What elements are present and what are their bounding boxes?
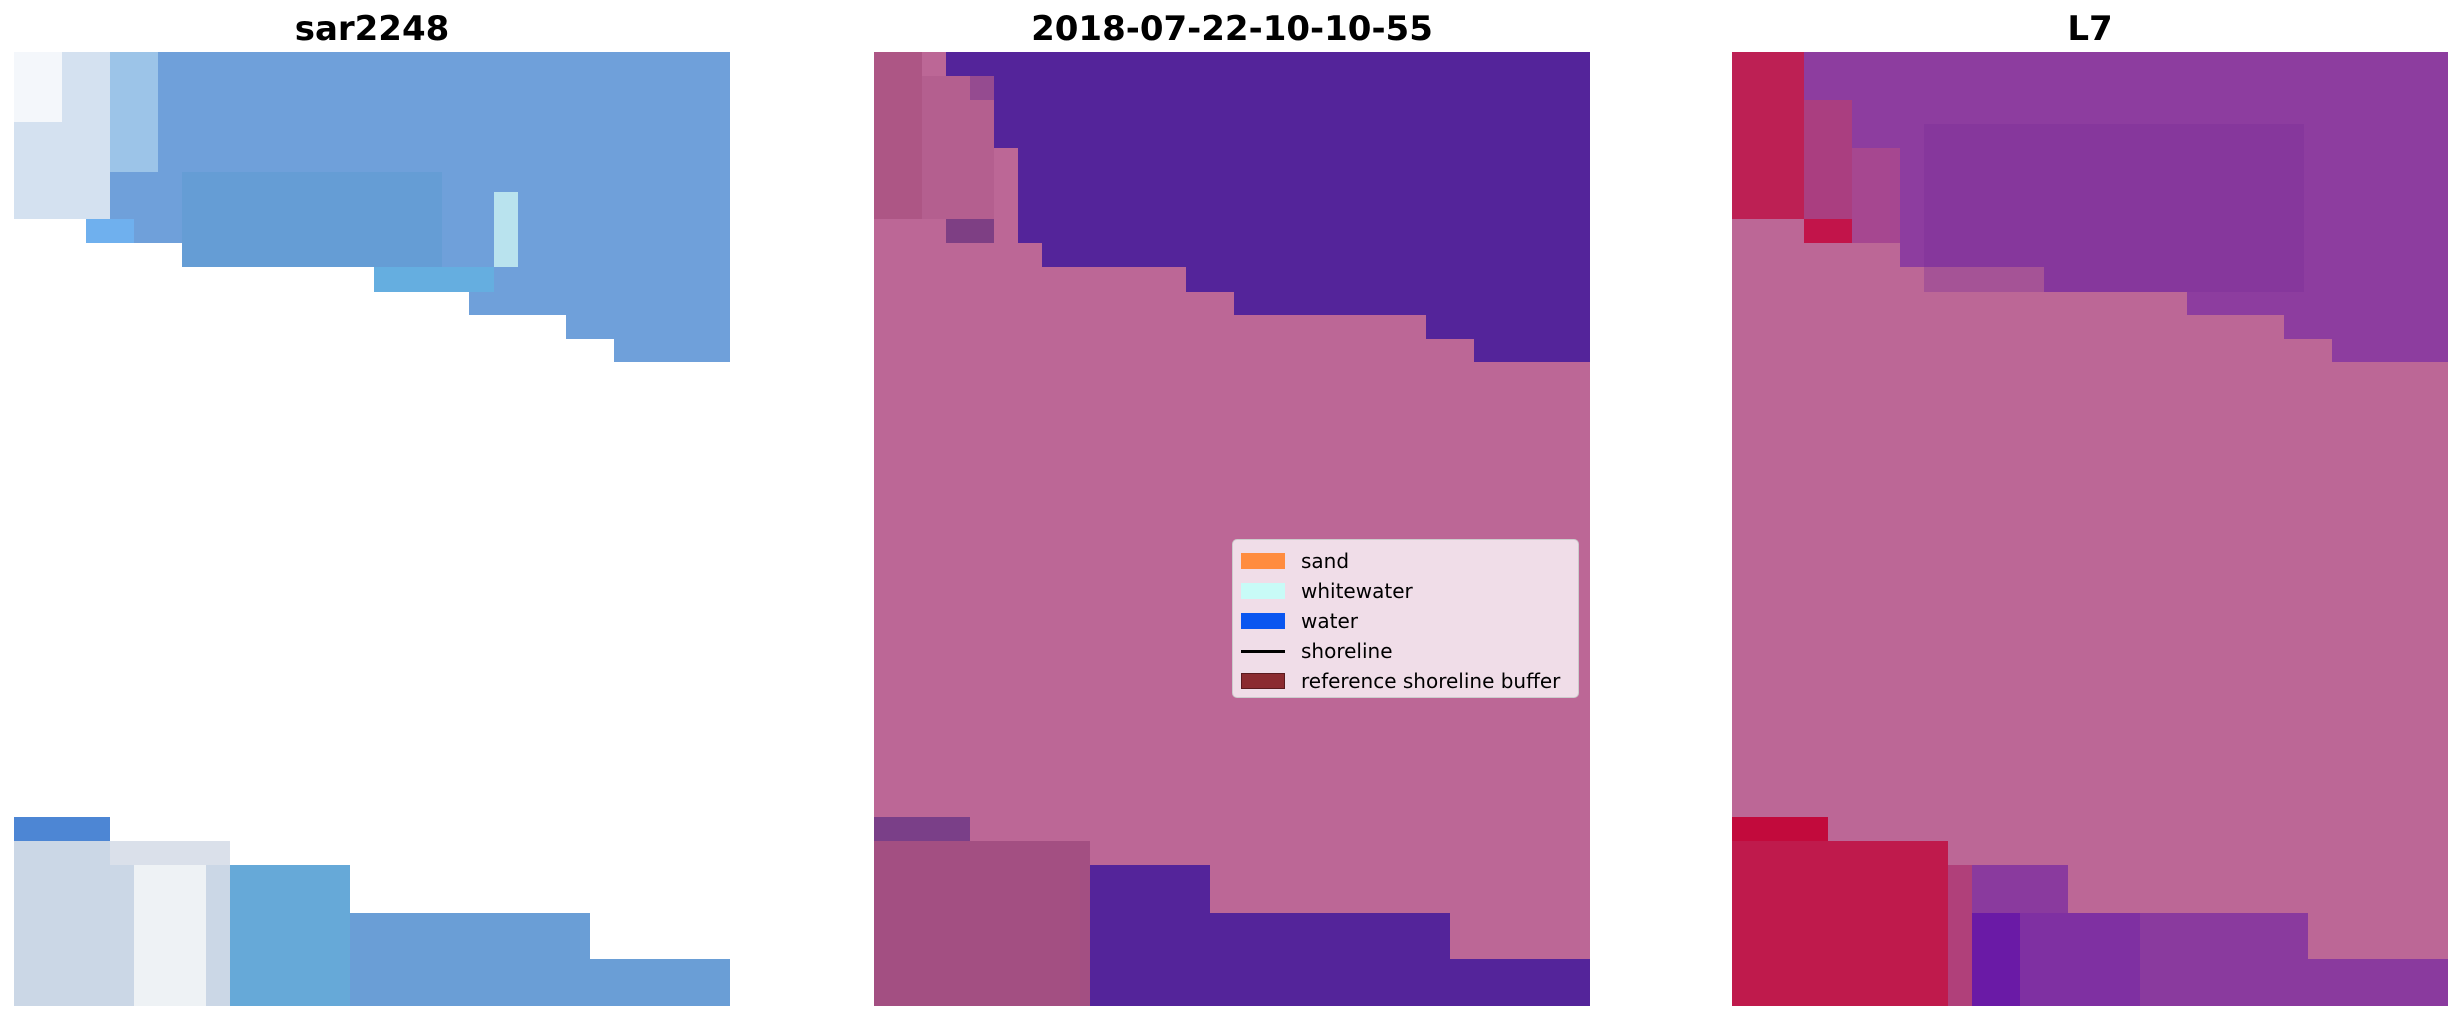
legend-label-water: water — [1301, 609, 1358, 633]
image-sar — [14, 52, 730, 1006]
legend-item-shoreline: shoreline — [1241, 636, 1570, 666]
legend-item-water: water — [1241, 606, 1570, 636]
legend-item-reference-buffer: reference shoreline buffer — [1241, 666, 1570, 696]
image-l7 — [1732, 52, 2448, 1006]
panel-title-l7: L7 — [2067, 9, 2113, 49]
legend-label-sand: sand — [1301, 549, 1350, 573]
legend-swatch-reference-buffer — [1241, 673, 1285, 689]
legend-swatch-water — [1241, 613, 1285, 629]
legend-label-whitewater: whitewater — [1301, 579, 1413, 603]
image-l7-canvas — [1732, 52, 2448, 1006]
legend: sand whitewater water shoreline referenc… — [1232, 539, 1579, 698]
legend-label-reference-buffer: reference shoreline buffer — [1301, 669, 1561, 693]
panel-classification: 2018-07-22-10-10-55 — [874, 0, 1590, 1021]
legend-swatch-whitewater — [1241, 583, 1285, 599]
panel-title-sar: sar2248 — [294, 9, 450, 49]
image-sar-canvas — [14, 52, 730, 1006]
image-classification — [874, 52, 1590, 1006]
image-classification-canvas — [874, 52, 1590, 1006]
panel-title-classification: 2018-07-22-10-10-55 — [1031, 9, 1433, 49]
panel-l7: L7 — [1732, 0, 2448, 1021]
legend-line-shoreline — [1241, 649, 1285, 653]
legend-swatch-sand — [1241, 553, 1285, 569]
panel-sar: sar2248 — [14, 0, 730, 1021]
legend-item-sand: sand — [1241, 546, 1570, 576]
legend-label-shoreline: shoreline — [1301, 639, 1393, 663]
legend-item-whitewater: whitewater — [1241, 576, 1570, 606]
